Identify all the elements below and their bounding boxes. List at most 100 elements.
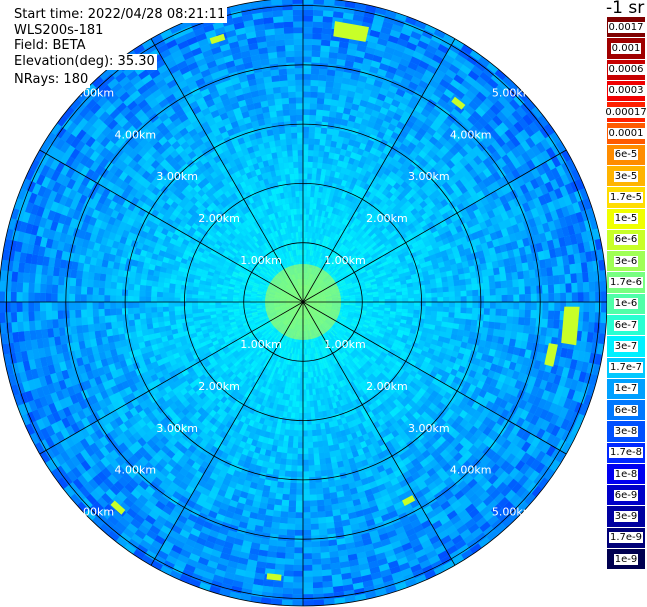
heatmap-cell [460,302,467,308]
heatmap-cell [209,292,216,296]
heatmap-cell [338,339,344,346]
heatmap-cell [299,401,303,408]
heatmap-cell [355,260,362,266]
heatmap-cell [276,342,281,349]
heatmap-cell [287,447,293,454]
heatmap-cell [332,253,338,260]
heatmap-cell [257,289,264,293]
heatmap-cell [256,324,263,329]
heatmap-cell [146,280,153,287]
heatmap-cell [156,306,163,313]
heatmap-cell [246,258,253,265]
heatmap-cell [367,297,374,300]
heatmap-cell [344,357,350,364]
heatmap-cell [303,202,307,209]
heatmap-cell [320,369,324,376]
heatmap-cell [308,342,312,349]
heatmap-cell [317,435,323,442]
heatmap-cell [314,347,318,354]
heatmap-cell [168,302,175,307]
heatmap-cell [453,280,460,287]
heatmap-cell [343,298,350,301]
heatmap-cell [460,307,467,314]
heatmap-cell [309,348,313,355]
heatmap-cell [303,418,308,425]
heatmap-cell [378,296,385,300]
heatmap-cell [221,302,227,305]
heatmap-cell [272,339,277,346]
heatmap-cell [289,359,293,366]
heatmap-cell [329,332,335,338]
heatmap-cell [367,304,374,307]
heatmap-cell [289,238,293,245]
heatmap-cell [258,287,265,291]
heatmap-cell [342,246,349,253]
heatmap-cell [156,291,163,298]
heatmap-cell [293,249,297,256]
heatmap-cell [384,302,391,306]
heatmap-cell [215,292,222,297]
heatmap-cell [325,236,330,243]
heatmap-cell [323,445,330,453]
heatmap-cell [255,277,262,282]
heatmap-cell [267,328,273,334]
heatmap-cell [285,174,291,181]
heatmap-cell [329,266,335,272]
heatmap-cell [315,370,319,377]
heatmap-cell [290,232,295,239]
heatmap-cell [341,313,348,317]
heatmap-cell [350,276,357,281]
heatmap-cell [306,208,310,215]
heatmap-cell [402,302,409,306]
heatmap-cell [297,459,303,466]
heatmap-cell [454,302,461,308]
heatmap-cell [239,293,246,296]
heatmap-cell [282,156,289,164]
heatmap-cell [203,295,210,299]
heatmap-cell [413,305,420,311]
heatmap-cell [286,245,291,252]
heatmap-cell [419,289,426,294]
heatmap-cell [333,254,339,261]
heatmap-cell [340,360,346,367]
heatmap-cell [448,312,455,318]
heatmap-cell [297,144,303,151]
heatmap-cell [346,284,353,288]
heatmap-cell [306,191,311,197]
heatmap-cell [236,278,243,283]
heatmap-cell [269,260,275,267]
heatmap-cells [0,0,607,606]
heatmap-cell [244,302,251,304]
heatmap-cell [343,264,350,270]
heatmap-cell [306,389,310,396]
heatmap-cell [348,326,355,332]
heatmap-cell [239,288,246,292]
heatmap-cell [303,372,306,378]
heatmap-cell [288,353,293,360]
heatmap-cell [348,291,355,294]
heatmap-cell [320,234,325,241]
heatmap-cell [313,359,317,366]
heatmap-cell [298,413,303,419]
heatmap-cell [350,343,357,349]
heatmap-cell [254,249,260,256]
heatmap-cell [324,451,331,459]
heatmap-cell [271,332,277,338]
heatmap-cell [356,262,363,268]
heatmap-cell [339,280,345,285]
heatmap-cell [254,319,261,324]
heatmap-cell [228,286,235,290]
heatmap-cell [260,259,267,266]
heatmap-cell [418,284,426,290]
heatmap-cell [197,294,204,299]
heatmap-cell [454,285,461,292]
heatmap-cell [326,348,331,355]
heatmap-cell [414,297,420,302]
heatmap-cell [297,448,303,454]
heatmap-cell [338,278,345,283]
heatmap-cell [298,173,303,180]
heatmap-cell [275,145,282,153]
heatmap-cell [443,296,450,302]
heatmap-cell [272,237,277,245]
heatmap-cell [303,231,306,238]
